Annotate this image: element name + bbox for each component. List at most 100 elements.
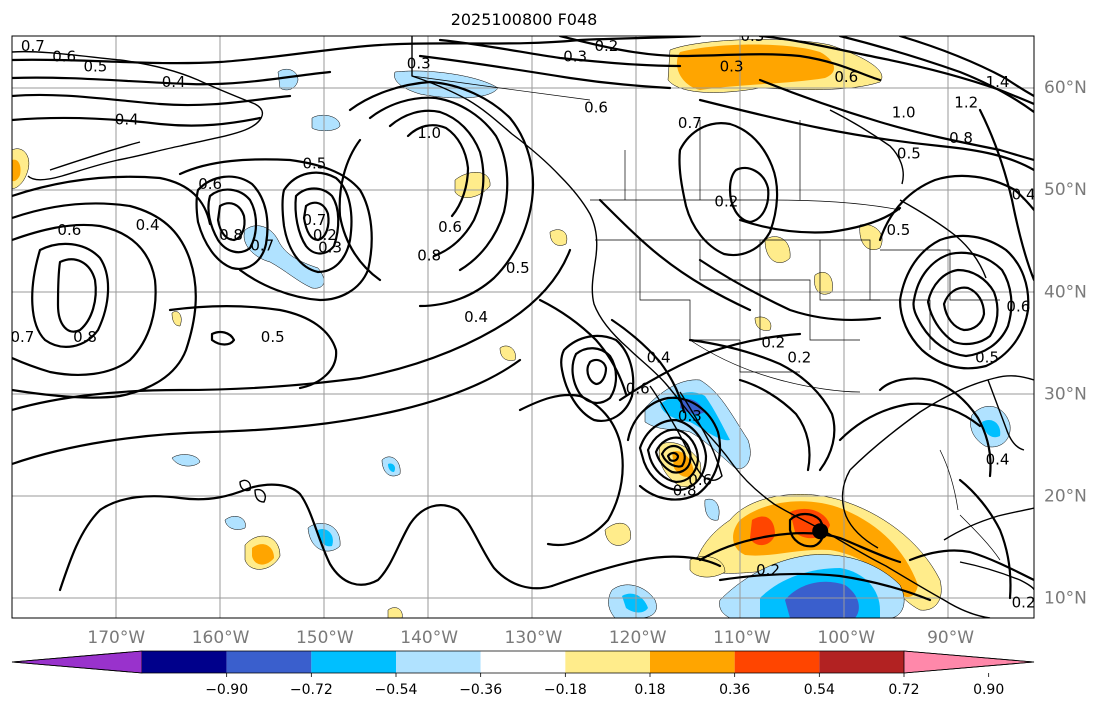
contour-label: 0.3 [720,58,744,76]
contour-label: 0.6 [198,175,222,193]
contour-label: 0.7 [21,37,45,55]
contour-label: 0.8 [417,247,441,265]
contour-label: 0.7 [678,114,702,132]
contour-label: 0.3 [407,55,431,73]
lon-tick-label: 120°W [609,628,667,648]
contour-label: 0.8 [949,129,973,147]
colorbar-segment [142,651,227,673]
lon-tick-label: 160°W [192,628,250,648]
colorbar-segment [226,651,312,673]
colorbar-tick-label: 0.72 [888,682,919,698]
contour-label: 0.5 [975,349,999,367]
colorbar-tick-label: −0.54 [375,682,418,698]
lat-tick-label: 60°N [1044,78,1087,98]
colorbar-segment [480,651,566,673]
colorbar-segment [565,651,650,673]
lat-tick-label: 40°N [1044,282,1087,302]
political-borders [411,75,1001,561]
colorbar-tick-label: 0.90 [973,682,1004,698]
colorbar-extend-high [903,650,1035,674]
lat-tick-label: 10°N [1044,589,1087,609]
contour-label: 0.6 [688,471,712,489]
contour-label: 0.6 [52,47,76,65]
colorbar-tick-label: 0.36 [719,682,750,698]
contour-label: 0.3 [678,407,702,425]
colorbar-tick-label: −0.72 [290,682,333,698]
colorbar: −0.90 −0.72 −0.54 −0.36 −0.18 0.18 0.36 0.54 0.7… [11,650,1035,698]
contour-label: 0.2 [787,349,811,367]
contour-label: 0.8 [673,481,697,499]
contour-label: 1.2 [954,93,978,111]
lon-tick-label: 90°W [927,628,974,648]
contour-label: 0.2 [594,37,618,55]
colorbar-segment [734,651,820,673]
contour-label: 0.7 [10,328,34,346]
lon-tick-label: 150°W [296,628,354,648]
contour-label: 0.6 [834,68,858,86]
contour-label: 0.2 [313,226,337,244]
contour-label: 0.5 [83,58,107,76]
colorbar-segment [396,651,481,673]
contour-label: 0.2 [761,333,785,351]
contour-label: 0.2 [756,561,780,579]
contour-label: 1.0 [417,124,441,142]
contour-label: 0.7 [302,211,326,229]
lat-tick-label: 30°N [1044,384,1087,404]
contour-label: 0.5 [261,328,285,346]
colorbar-segment [650,651,735,673]
lat-tick-label: 20°N [1044,486,1087,506]
lon-tick-label: 100°W [817,628,875,648]
lat-tick-label: 50°N [1044,180,1087,200]
colorbar-tick-label: 0.54 [804,682,835,698]
colorbar-tick-label: 0.18 [634,682,665,698]
lon-tick-label: 170°W [87,628,145,648]
colorbar-extend-low [11,650,143,674]
coastlines [12,36,1034,618]
cyclone-center-marker [812,523,829,540]
lon-tick-label: 140°W [400,628,458,648]
contour-label: 0.5 [302,155,326,173]
colorbar-tick-label: −0.36 [459,682,502,698]
lon-tick-label: 130°W [505,628,563,648]
contour-label: 0.4 [162,73,186,91]
contour-label: 0.6 [584,98,608,116]
contour-labels: 0.70.60.50.40.40.3 0.30.20.30.30.60.60.71… [10,27,1036,612]
contour-label: 0.4 [986,451,1010,469]
colorbar-segment [819,651,904,673]
longitude-axis-labels: 170°W 160°W 150°W 140°W 130°W 120°W 110°W 100°W… [87,628,974,648]
contour-label: 0.3 [563,47,587,65]
colorbar-outline [11,650,1035,674]
contour-label: 0.6 [438,218,462,236]
contour-label: 0.4 [1012,185,1036,203]
contour-label: 0.3 [318,238,342,256]
graticule [12,36,1034,618]
map-frame [11,35,1035,619]
contour-label: 0.4 [464,308,488,326]
lon-tick-label: 110°W [713,628,771,648]
map-title: 2025100800 F048 [451,10,598,29]
contour-label: 0.6 [626,379,650,397]
colorbar-tick-label: −0.90 [205,682,248,698]
contour-label: 0.4 [647,349,671,367]
contour-label: 0.6 [57,221,81,239]
contour-label: 0.7 [250,236,274,254]
contour-label: 0.8 [219,226,243,244]
contour-label: 0.4 [115,111,139,129]
contour-label: 0.3 [740,27,764,45]
contour-label: 1.0 [892,104,916,122]
contour-lines [12,36,1034,602]
contour-label: 0.5 [897,144,921,162]
contour-label: 1.4 [986,73,1010,91]
contour-label: 0.5 [886,221,910,239]
contour-label: 0.5 [506,259,530,277]
colorbar-tick-label: −0.18 [544,682,587,698]
contour-label: 0.6 [1006,298,1030,316]
latitude-axis-labels: 10°N 20°N 30°N 40°N 50°N 60°N [1044,78,1087,609]
contour-label: 0.4 [136,216,160,234]
contour-label: 0.8 [73,328,97,346]
colorbar-segment [311,651,396,673]
map-panel: 0.70.60.50.40.40.3 0.30.20.30.30.60.60.71… [10,27,1036,618]
contour-label: 0.2 [714,192,738,210]
contour-label: 0.2 [1012,594,1036,612]
